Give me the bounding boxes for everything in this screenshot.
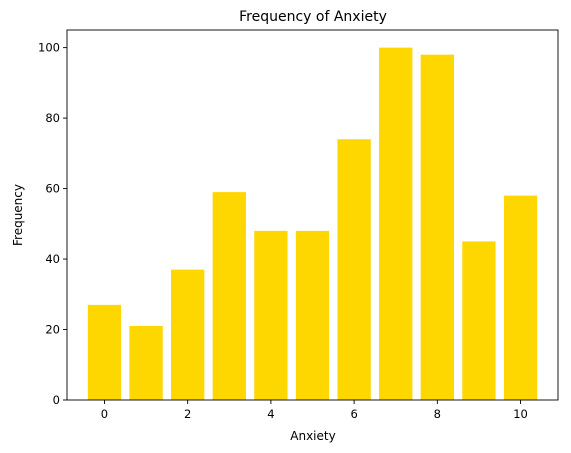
bars-group <box>87 47 538 401</box>
bar-2 <box>171 269 205 400</box>
x-tick-label: 2 <box>184 407 191 421</box>
bar-3 <box>212 192 246 400</box>
y-tick-label: 20 <box>45 323 60 337</box>
bar-5 <box>295 230 330 400</box>
x-tick-label: 4 <box>267 407 274 421</box>
y-axis-label: Frequency <box>11 184 25 246</box>
x-tick-label: 10 <box>513 407 528 421</box>
y-tick-label: 0 <box>53 393 60 407</box>
y-tick-label: 40 <box>45 252 60 266</box>
x-tick-label: 6 <box>350 407 357 421</box>
plot-frame <box>66 29 559 401</box>
y-axis-ticks: 0 20 40 60 80 100 <box>38 41 67 407</box>
bar-1 <box>129 326 163 400</box>
bar-0 <box>87 304 122 400</box>
y-tick-label: 80 <box>45 111 60 125</box>
chart-title: Frequency of Anxiety <box>239 9 387 25</box>
x-axis-ticks: 0 2 4 6 8 10 <box>101 400 528 421</box>
bar-6 <box>337 139 371 401</box>
bar-7 <box>379 47 413 401</box>
y-tick-label: 100 <box>38 41 60 55</box>
x-tick-label: 0 <box>101 407 108 421</box>
bar-8 <box>420 54 454 401</box>
x-tick-label: 8 <box>434 407 441 421</box>
bar-10 <box>503 195 538 400</box>
x-axis-label: Anxiety <box>290 429 335 443</box>
bar-9 <box>462 241 496 400</box>
y-tick-label: 60 <box>45 182 60 196</box>
bar-4 <box>254 230 288 400</box>
